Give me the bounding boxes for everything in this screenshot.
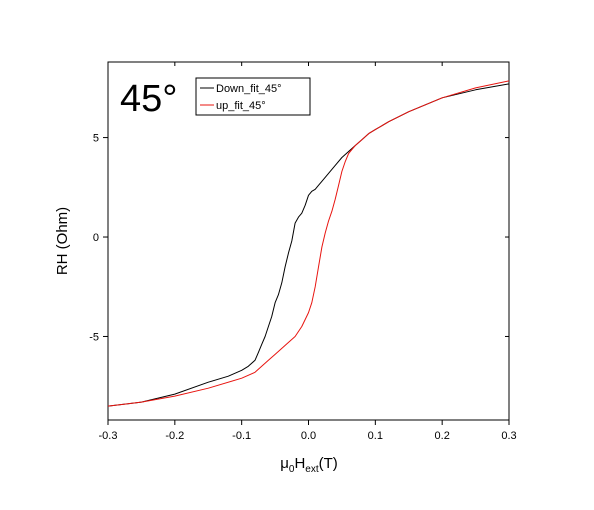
legend-label-down: Down_fit_45° [216, 83, 282, 95]
x-tick-label: 0.0 [301, 430, 316, 442]
x-axis-title: μ0Hext(T) [280, 455, 338, 475]
x-title-mid: H [294, 455, 305, 472]
y-axis-title: RH (Ohm) [54, 207, 71, 275]
legend: Down_fit_45° up_fit_45° [195, 77, 311, 116]
x-title-prefix: μ [280, 455, 289, 472]
y-tick-label: 0 [93, 232, 99, 244]
ticks-layer: -0.3 -0.2 -0.1 0.0 0.1 0.2 0.3 -5 0 5 [89, 62, 517, 442]
x-tick-label: 0.3 [501, 430, 516, 442]
x-title-sub2: ext [305, 464, 319, 475]
y-tick-label: -5 [89, 331, 99, 343]
series-line-down [107, 83, 510, 407]
angle-annotation: 45° [120, 78, 177, 120]
series-line-up [107, 80, 510, 407]
x-tick-label: 0.2 [435, 430, 450, 442]
y-tick-label: 5 [93, 133, 99, 145]
legend-box [195, 77, 311, 116]
series-layer [107, 80, 510, 407]
x-tick-label: -0.2 [165, 430, 184, 442]
x-tick-label: -0.1 [232, 430, 251, 442]
legend-label-up: up_fit_45° [216, 100, 266, 112]
x-title-sub1: 0 [289, 464, 295, 475]
x-title-suffix: (T) [319, 455, 338, 472]
x-tick-label: -0.3 [99, 430, 118, 442]
x-tick-label: 0.1 [368, 430, 383, 442]
